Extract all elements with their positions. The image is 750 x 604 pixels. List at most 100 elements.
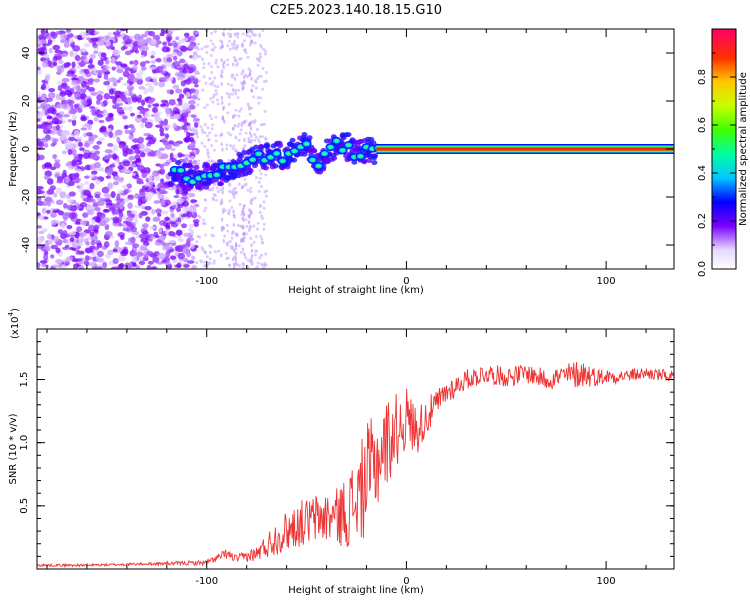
snr-panel: -100 0 100 0.5 1.0 1.5 Height of straight lin…: [7, 308, 675, 596]
heatmap-speckle-faint: [234, 92, 238, 96]
heatmap-speckle: [186, 207, 194, 213]
heatmap-speckle: [99, 168, 105, 172]
heatmap-speckle: [144, 121, 153, 129]
heatmap-speckle-faint: [244, 218, 248, 222]
heatmap-speckle: [72, 264, 77, 269]
heatmap-speckle: [164, 216, 170, 221]
heatmap-speckle: [185, 131, 191, 138]
heatmap-speckle: [161, 242, 167, 247]
heatmap-speckle: [83, 142, 90, 148]
heatmap-streak: [242, 146, 245, 151]
heatmap-speckle: [50, 143, 56, 147]
heatmap-speckle-faint: [211, 234, 215, 238]
heatmap-speckle: [117, 189, 124, 194]
heatmap-speckle: [108, 88, 115, 95]
heatmap-speckle: [45, 196, 53, 203]
ridge-blob-inner: [196, 176, 201, 180]
heatmap-speckle-faint: [200, 128, 204, 132]
heatmap-streak: [220, 95, 224, 100]
heatmap-speckle: [177, 50, 183, 57]
snr-scale-label: (x104): [7, 308, 21, 339]
heatmap-speckle: [120, 46, 126, 51]
heatmap-speckle: [67, 99, 75, 105]
heatmap-speckle: [172, 60, 181, 68]
heatmap-speckle: [126, 210, 133, 214]
heatmap-streak: [232, 209, 235, 214]
heatmap-speckle-faint: [224, 251, 228, 255]
heatmap-speckle-faint: [261, 241, 265, 245]
heatmap-speckle: [56, 67, 65, 74]
heatmap-speckle: [112, 181, 119, 186]
heatmap-speckle-faint: [238, 109, 242, 113]
heatmap-speckle: [111, 266, 120, 269]
heatmap-speckle: [153, 112, 161, 119]
heatmap-speckle-faint: [201, 88, 205, 92]
heatmap-speckle: [109, 36, 116, 41]
heatmap-speckle: [67, 204, 75, 211]
ridge-halo: [276, 140, 283, 146]
heatmap-speckle: [109, 163, 115, 168]
heatmap-speckle: [95, 179, 101, 185]
heatmap-streak: [219, 45, 222, 50]
heatmap-speckle-faint: [232, 43, 236, 47]
heatmap-speckle: [139, 192, 147, 196]
ridge-blob-inner: [292, 149, 297, 153]
heatmap-speckle: [129, 112, 135, 117]
heatmap-speckle-faint: [195, 261, 199, 265]
heatmap-speckle: [38, 214, 45, 221]
heatmap-speckle: [90, 170, 98, 175]
heatmap-speckle: [181, 223, 188, 229]
heatmap-speckle-faint: [249, 106, 253, 110]
colorbar-gradient: [712, 29, 736, 269]
heatmap-speckle: [63, 40, 69, 47]
heatmap-streak: [233, 32, 237, 37]
heatmap-speckle: [187, 260, 195, 264]
heatmap-speckle: [116, 79, 121, 83]
heatmap-streak: [242, 79, 246, 84]
heatmap-speckle: [51, 117, 60, 125]
heatmap-speckle: [175, 188, 180, 195]
heatmap-speckle: [88, 87, 95, 92]
heatmap-speckle: [135, 251, 143, 258]
heatmap-speckle: [66, 224, 73, 230]
heatmap-speckle: [37, 112, 45, 117]
heatmap-speckle: [47, 39, 53, 45]
heatmap-speckle: [99, 126, 107, 133]
heatmap-speckle: [177, 72, 184, 77]
spectrogram-heatmap: [37, 29, 674, 269]
ridge-halo: [263, 165, 270, 171]
ridge-halo: [289, 137, 296, 143]
heatmap-speckle-faint: [213, 30, 217, 34]
heatmap-speckle-faint: [256, 77, 260, 81]
heatmap-speckle-faint: [205, 51, 209, 55]
heatmap-speckle-faint: [236, 32, 240, 36]
spectrogram-ytick-label: 20: [21, 95, 32, 108]
heatmap-streak: [241, 247, 245, 252]
heatmap-speckle: [121, 184, 128, 190]
heatmap-speckle: [122, 82, 130, 86]
heatmap-streak: [248, 214, 251, 219]
heatmap-speckle: [85, 241, 90, 246]
heatmap-speckle: [103, 217, 111, 223]
heatmap-speckle-faint: [206, 126, 210, 130]
heatmap-speckle-faint: [197, 97, 201, 101]
heatmap-speckle: [97, 59, 104, 66]
snr-xlabel: Height of straight line (km): [288, 585, 424, 596]
heatmap-speckle: [42, 193, 50, 197]
heatmap-speckle: [105, 175, 112, 179]
heatmap-speckle: [132, 259, 139, 263]
heatmap-streak: [233, 214, 236, 219]
heatmap-speckle: [119, 202, 124, 210]
heatmap-speckle: [112, 144, 118, 152]
ridge-halo: [167, 182, 174, 188]
heatmap-speckle: [172, 84, 180, 90]
heatmap-speckle-faint: [239, 128, 243, 132]
heatmap-speckle-faint: [249, 236, 253, 240]
heatmap-speckle: [107, 112, 114, 118]
heatmap-speckle-faint: [258, 52, 262, 56]
heatmap-streak: [241, 237, 244, 242]
heatmap-speckle-faint: [214, 115, 218, 119]
heatmap-speckle: [166, 36, 171, 44]
heatmap-speckle: [88, 224, 95, 232]
heatmap-speckle: [157, 193, 165, 201]
